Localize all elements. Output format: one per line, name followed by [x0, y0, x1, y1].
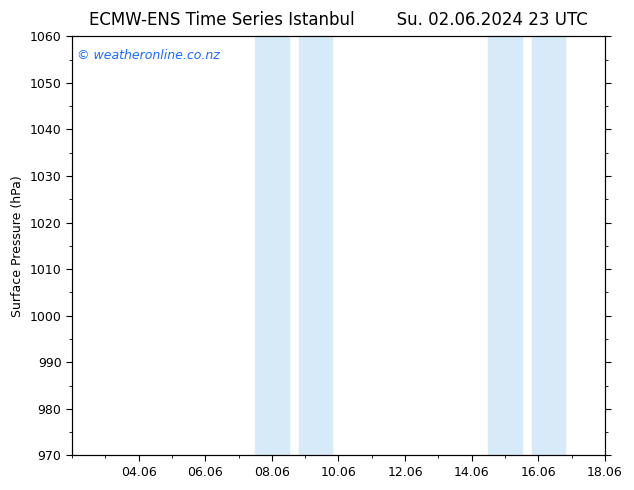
Y-axis label: Surface Pressure (hPa): Surface Pressure (hPa)	[11, 175, 24, 317]
Bar	[532, 36, 565, 456]
Title: ECMW-ENS Time Series Istanbul        Su. 02.06.2024 23 UTC: ECMW-ENS Time Series Istanbul Su. 02.06.…	[89, 11, 588, 29]
Bar	[299, 36, 332, 456]
Bar	[256, 36, 288, 456]
Text: © weatheronline.co.nz: © weatheronline.co.nz	[77, 49, 220, 62]
Bar	[488, 36, 522, 456]
